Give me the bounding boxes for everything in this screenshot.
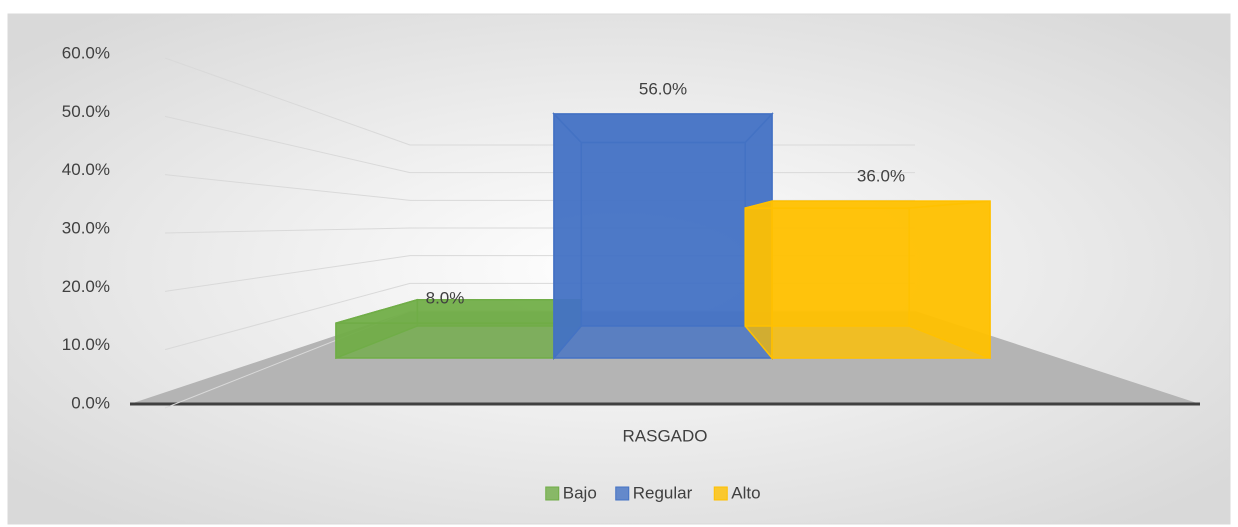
data-label: 8.0% [426,289,465,308]
y-tick-label: 10.0% [62,335,110,354]
bar [552,112,774,361]
y-tick-label: 20.0% [62,277,110,296]
legend-label: Regular [633,483,693,502]
x-tick-label: RASGADO [622,426,707,445]
grid-line [164,227,411,234]
y-tick-label: 50.0% [62,102,110,121]
legend-label: Alto [731,483,760,502]
grid-line [164,255,411,292]
legend-swatch [545,486,560,501]
legend-swatch [615,486,630,501]
grid-line [164,282,411,351]
grid-line [164,115,411,174]
y-tick-label: 60.0% [62,43,110,62]
grid-line [164,174,411,201]
bar-front [335,322,555,359]
legend-label: Bajo [563,483,597,502]
legend-swatch [713,486,728,501]
grid-line [164,57,411,146]
bar-front [771,200,991,359]
y-tick-label: 30.0% [62,218,110,237]
data-label: 56.0% [639,80,687,99]
y-tick-label: 40.0% [62,160,110,179]
data-label: 36.0% [857,167,905,186]
bar [744,200,991,361]
bar-front [553,113,773,359]
y-tick-label: 0.0% [71,393,110,412]
